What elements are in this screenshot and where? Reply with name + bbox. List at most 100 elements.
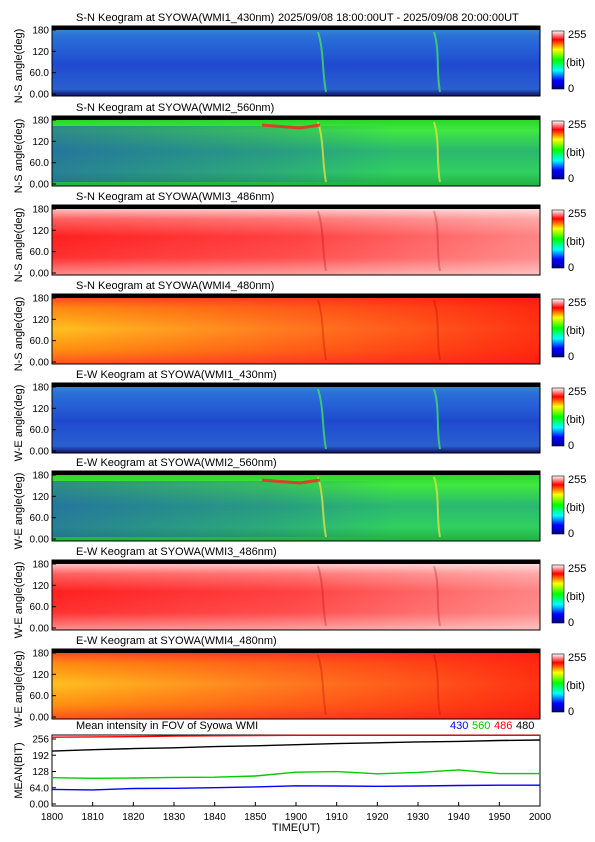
aurora-arc bbox=[317, 388, 327, 450]
x-tick-label: 1930 bbox=[407, 812, 430, 823]
keogram-frame bbox=[51, 25, 541, 97]
y-axis-label: W-E angle(deg) bbox=[13, 385, 25, 462]
colorbar-max-label: 255 bbox=[568, 119, 586, 131]
aurora-arc bbox=[433, 476, 441, 538]
y-tick-label: 120 bbox=[32, 137, 49, 148]
keogram-top-band bbox=[52, 116, 540, 120]
y-tick-label: 180 bbox=[32, 116, 49, 127]
colorbar bbox=[551, 475, 565, 535]
keogram-title: S-N Keogram at SYOWA(WMI2_560nm) bbox=[76, 102, 274, 114]
x-tick-label: 1950 bbox=[488, 812, 511, 823]
keogram-shading bbox=[52, 560, 540, 630]
colorbar bbox=[551, 387, 565, 447]
keogram-panel: E-W Keogram at SYOWA(WMI2_560nm) 180 120 60… bbox=[13, 457, 586, 549]
y-tick-label: 192 bbox=[32, 751, 49, 762]
keogram-frame bbox=[51, 204, 541, 276]
aurora-arc bbox=[317, 31, 327, 93]
y-tick-label: 60.0 bbox=[30, 68, 50, 79]
y-tick-label: 64.0 bbox=[30, 783, 50, 794]
y-tick-label: 0.00 bbox=[30, 713, 50, 724]
keogram-frame bbox=[51, 648, 541, 720]
colorbar-unit-label: (bit) bbox=[566, 591, 585, 603]
keogram-top-band bbox=[52, 649, 540, 653]
legend-entry-480: 480 bbox=[516, 720, 534, 732]
y-tick-label: 120 bbox=[32, 670, 49, 681]
keogram-panel: S-N Keogram at SYOWA(WMI3_486nm) 180 120 60… bbox=[13, 191, 586, 282]
x-axis-label: TIME(UT) bbox=[272, 822, 320, 834]
series-line-560 bbox=[51, 769, 540, 780]
colorbar-max-label: 255 bbox=[568, 386, 586, 398]
y-axis-label: N-S angle(deg) bbox=[13, 29, 25, 104]
aurora-arc bbox=[433, 654, 441, 716]
y-tick-label: 120 bbox=[32, 315, 49, 326]
colorbar-max-label: 255 bbox=[568, 29, 586, 41]
y-tick-label: 180 bbox=[32, 560, 49, 571]
mean-chart-title: Mean intensity in FOV of Syowa WMI bbox=[76, 720, 258, 732]
y-axis-label: N-S angle(deg) bbox=[13, 297, 25, 372]
y-tick-label: 120 bbox=[32, 226, 49, 237]
y-tick-label: 60.0 bbox=[30, 602, 50, 613]
colorbar bbox=[551, 209, 565, 269]
legend-entry-560: 560 bbox=[472, 720, 490, 732]
colorbar-min-label: 0 bbox=[568, 440, 574, 452]
keogram-panel: E-W Keogram at SYOWA(WMI1_430nm) 180 120 60… bbox=[13, 369, 586, 461]
colorbar-max-label: 255 bbox=[568, 297, 586, 309]
x-tick-label: 1810 bbox=[82, 812, 105, 823]
y-tick-label: 120 bbox=[32, 47, 49, 58]
keogram-top-band bbox=[52, 560, 540, 564]
colorbar-max-label: 255 bbox=[568, 652, 586, 664]
y-tick-label: 60.0 bbox=[30, 425, 50, 436]
colorbar-unit-label: (bit) bbox=[566, 236, 585, 248]
keogram-top-band bbox=[52, 294, 540, 298]
keogram-panels: S-N Keogram at SYOWA(WMI1_430nm) 180 120 60… bbox=[13, 12, 586, 727]
series-line-480 bbox=[51, 739, 541, 752]
y-tick-label: 0.00 bbox=[30, 535, 50, 546]
y-tick-label: 120 bbox=[32, 492, 49, 503]
y-tick-label: 0.00 bbox=[30, 800, 50, 811]
keogram-shading bbox=[52, 294, 540, 364]
y-tick-label: 180 bbox=[32, 383, 49, 394]
aurora-red-edge bbox=[261, 478, 321, 485]
colorbar-unit-label: (bit) bbox=[566, 502, 585, 514]
colorbar bbox=[551, 120, 565, 180]
colorbar-min-label: 0 bbox=[568, 528, 574, 540]
colorbar bbox=[551, 653, 565, 713]
colorbar-max-label: 255 bbox=[568, 563, 586, 575]
aurora-arc bbox=[317, 210, 327, 272]
y-tick-label: 0.00 bbox=[30, 180, 50, 191]
series-line-430 bbox=[51, 784, 540, 791]
y-axis-label: MEAN(BIT) bbox=[13, 742, 25, 798]
aurora-arc bbox=[433, 565, 441, 627]
keogram-shading bbox=[52, 126, 540, 182]
y-tick-label: 0.00 bbox=[30, 90, 50, 101]
x-tick-label: 1940 bbox=[448, 812, 471, 823]
aurora-arc bbox=[433, 121, 441, 183]
aurora-arc bbox=[433, 299, 441, 361]
colorbar-max-label: 255 bbox=[568, 208, 586, 220]
aurora-arc bbox=[433, 388, 441, 450]
colorbar-min-label: 0 bbox=[568, 351, 574, 363]
aurora-arc bbox=[433, 31, 441, 93]
keogram-top-band bbox=[52, 26, 540, 30]
x-tick-label: 1840 bbox=[204, 812, 227, 823]
keogram-title: S-N Keogram at SYOWA(WMI3_486nm) bbox=[76, 191, 274, 203]
y-axis-label: N-S angle(deg) bbox=[13, 119, 25, 194]
keogram-panel: S-N Keogram at SYOWA(WMI1_430nm) 180 120 60… bbox=[13, 12, 586, 103]
y-tick-label: 256 bbox=[32, 735, 49, 746]
x-tick-label: 1850 bbox=[244, 812, 267, 823]
keogram-frame bbox=[51, 293, 541, 365]
keogram-frame bbox=[51, 470, 541, 542]
keogram-image bbox=[52, 26, 540, 96]
colorbar-unit-label: (bit) bbox=[566, 680, 585, 692]
aurora-arc bbox=[317, 476, 327, 538]
colorbar-min-label: 0 bbox=[568, 173, 574, 185]
colorbar-min-label: 0 bbox=[568, 83, 574, 95]
y-tick-label: 60.0 bbox=[30, 691, 50, 702]
keogram-top-band bbox=[52, 205, 540, 209]
y-tick-label: 60.0 bbox=[30, 513, 50, 524]
keogram-title: E-W Keogram at SYOWA(WMI2_560nm) bbox=[76, 457, 277, 469]
colorbar bbox=[551, 30, 565, 90]
colorbar-min-label: 0 bbox=[568, 262, 574, 274]
y-tick-label: 128 bbox=[32, 767, 49, 778]
